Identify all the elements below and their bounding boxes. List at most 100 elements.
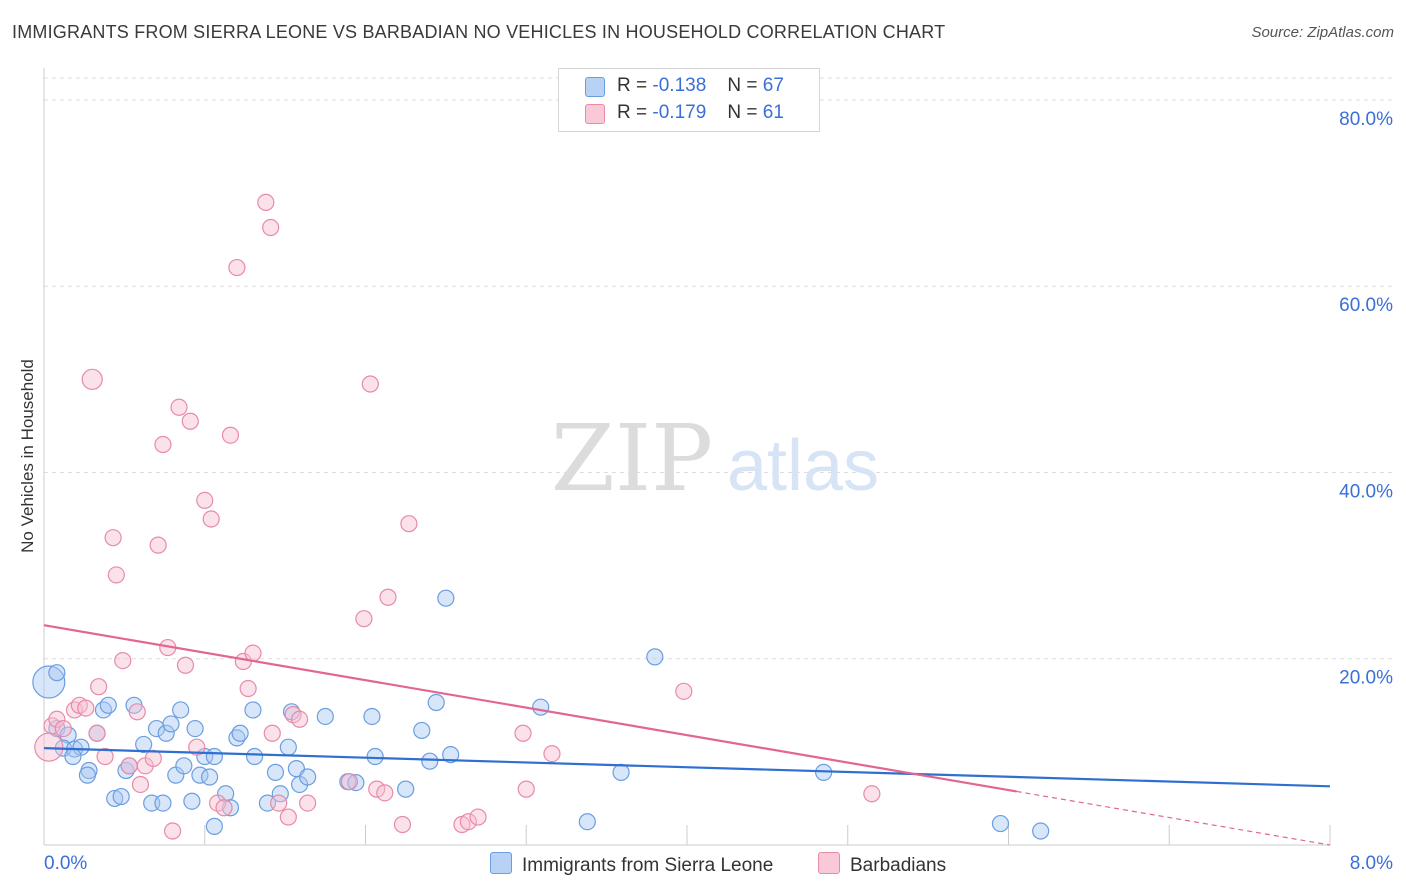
legend-n-value: 61 — [762, 102, 784, 123]
sierra-leone-point — [421, 752, 439, 770]
sierra-leone-point — [205, 747, 223, 766]
barbadians-point — [340, 773, 359, 791]
barbadians-point — [863, 785, 881, 803]
barbadians-point — [90, 678, 108, 696]
barbadians-point — [77, 699, 95, 717]
sierra-leone-point — [175, 757, 193, 775]
sierra-leone-point — [266, 763, 285, 781]
barbadians-point — [176, 656, 195, 674]
barbadians-point — [188, 738, 206, 756]
sierra-leone-point — [183, 792, 201, 810]
barbadians-point — [290, 710, 309, 728]
sierra-leone-point — [106, 789, 124, 808]
legend-r-label: R = — [617, 75, 648, 96]
sierra-leone-point — [231, 724, 249, 742]
axes — [43, 68, 1331, 846]
sierra-leone-point — [99, 696, 117, 714]
legend-swatch-pink — [585, 104, 605, 124]
barbadians-point — [181, 412, 199, 430]
barbadians-point — [376, 784, 394, 802]
sierra-leone-point — [186, 719, 204, 738]
sierra-leone-point — [32, 665, 66, 699]
barbadians-point — [196, 491, 214, 510]
barbadians-point — [88, 724, 106, 742]
sierra-leone-point — [200, 768, 219, 786]
sierra-leone-point — [1032, 822, 1050, 840]
sierra-leone-point — [78, 766, 97, 784]
sierra-leone-point — [154, 794, 172, 812]
barbadians-point — [149, 536, 167, 554]
legend-n-value: 67 — [762, 75, 784, 96]
source-label: Source: ZipAtlas.com — [1251, 24, 1394, 41]
sierra-leone-point — [48, 664, 66, 682]
chart-title: IMMIGRANTS FROM SIERRA LEONE VS BARBADIA… — [12, 22, 946, 42]
barbadians-point — [393, 815, 412, 834]
barbadians-point — [361, 375, 379, 393]
x-tick-label-max: 8.0% — [1350, 853, 1393, 874]
barbadians-point — [114, 651, 132, 670]
bottom-legend-swatch-blue — [490, 852, 512, 874]
trend-line-barbadians-extension — [1016, 790, 1331, 846]
sierra-leone-point — [221, 799, 240, 817]
barbadians-point — [514, 724, 532, 742]
barbadians-point — [355, 610, 373, 628]
y-tick-label: 20.0% — [1339, 668, 1393, 689]
sierra-leone-point — [316, 707, 334, 726]
sierra-leone-point — [612, 763, 630, 781]
sierra-leone-point — [135, 735, 153, 754]
barbadians-point — [543, 745, 561, 763]
sierra-leone-point — [244, 701, 262, 719]
y-tick-label: 40.0% — [1339, 481, 1393, 502]
series-sierra-leone-points — [32, 589, 1050, 840]
sierra-leone-point — [279, 738, 297, 756]
sierra-leone-point — [437, 589, 455, 607]
trend-line-barbadians — [43, 624, 1017, 793]
barbadians-point — [379, 588, 397, 606]
grid-lines — [44, 77, 1392, 660]
sierra-leone-point — [172, 701, 190, 719]
barbadians-point — [128, 703, 146, 721]
sierra-leone-point — [205, 817, 223, 835]
sierra-leone-point — [366, 747, 384, 766]
barbadians-point — [221, 426, 240, 444]
barbadians-point — [104, 529, 122, 547]
barbadians-point — [469, 808, 487, 826]
barbadians-point — [81, 368, 103, 390]
sierra-leone-point — [646, 648, 664, 666]
barbadians-point — [144, 749, 162, 767]
sierra-leone-point — [112, 787, 130, 806]
legend-n-label: N = — [727, 75, 758, 96]
sierra-leone-point — [347, 774, 365, 792]
legend-r-label: R = — [617, 102, 648, 123]
bottom-legend-swatch-pink — [818, 852, 840, 874]
barbadians-point — [154, 435, 172, 454]
barbadians-point — [170, 398, 188, 416]
trend-line-sierra-leone — [43, 747, 1331, 788]
y-tick-labels: 20.0% 40.0% 60.0% 80.0% — [1339, 109, 1393, 689]
y-tick-label: 80.0% — [1339, 109, 1393, 130]
sierra-leone-point — [363, 707, 381, 726]
barbadians-point — [263, 724, 281, 742]
barbadians-point — [239, 679, 257, 698]
sierra-leone-point — [532, 698, 550, 716]
y-axis-label: No Vehicles in Household — [18, 359, 37, 553]
barbadians-point — [299, 794, 317, 812]
barbadians-point — [270, 794, 288, 812]
bottom-legend-label: Barbadians — [850, 855, 947, 876]
series-barbadians-points — [34, 193, 881, 840]
barbadians-point — [675, 682, 693, 700]
barbadians-point — [368, 780, 386, 798]
barbadians-point — [215, 799, 233, 817]
barbadians-point — [107, 566, 125, 584]
sierra-leone-point — [228, 729, 246, 747]
sierra-leone-point — [991, 814, 1010, 833]
sierra-leone-point — [578, 813, 596, 831]
watermark-zip: ZIP — [551, 405, 713, 512]
correlation-legend: R = -0.138 N = 67 R = -0.179 N = 61 — [558, 68, 820, 132]
watermark-atlas: atlas — [727, 426, 879, 506]
barbadians-point — [459, 813, 477, 831]
barbadians-point — [164, 822, 182, 840]
barbadians-point — [54, 719, 72, 738]
barbadians-point — [257, 193, 275, 211]
